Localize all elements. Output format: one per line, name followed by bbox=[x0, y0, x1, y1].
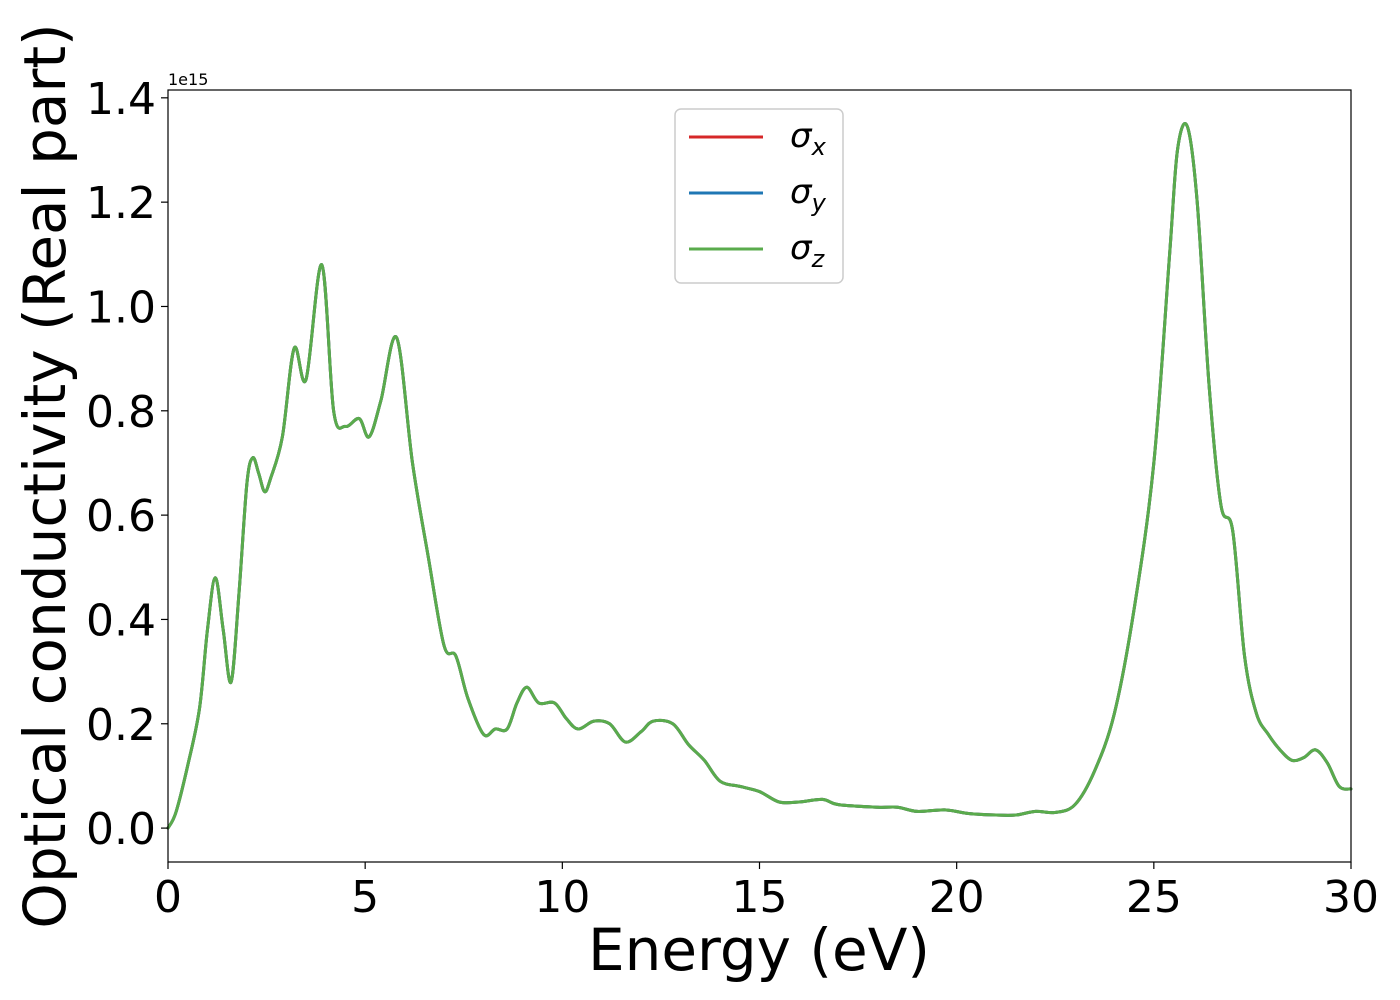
y-axis-ticks: 0.0 0.2 0.4 0.6 0.8 1.0 1.2 1.4 bbox=[86, 74, 168, 855]
y-tick-label: 0.2 bbox=[86, 700, 156, 751]
legend-label-x: σx bbox=[790, 116, 827, 161]
y-tick-label: 0.8 bbox=[86, 387, 156, 438]
y-tick-label: 1.0 bbox=[86, 282, 156, 333]
y-axis-title: Optical conductivity (Real part) bbox=[11, 23, 79, 928]
series-line-z bbox=[166, 122, 1353, 830]
y-tick-label: 1.2 bbox=[86, 178, 156, 229]
x-tick-label: 0 bbox=[154, 872, 182, 923]
y-tick-label: 0.6 bbox=[86, 491, 156, 542]
x-tick-label: 5 bbox=[351, 872, 379, 923]
legend-label-z: σz bbox=[790, 228, 826, 273]
y-tick-label: 0.0 bbox=[86, 804, 156, 855]
legend-frame bbox=[674, 108, 844, 284]
series-layer bbox=[166, 122, 1353, 830]
legend-label-y: σy bbox=[790, 172, 827, 217]
x-tick-label: 25 bbox=[1126, 872, 1182, 923]
legend: σx σy σz bbox=[674, 108, 844, 284]
x-tick-label: 10 bbox=[534, 872, 590, 923]
y-tick-label: 0.4 bbox=[86, 595, 156, 646]
x-tick-label: 30 bbox=[1323, 872, 1379, 923]
y-offset-text: 1e15 bbox=[168, 70, 208, 89]
x-tick-label: 20 bbox=[929, 872, 985, 923]
x-axis-title: Energy (eV) bbox=[588, 916, 930, 984]
legend-items: σx σy σz bbox=[689, 116, 827, 273]
x-axis-ticks: 0 5 10 15 20 25 30 bbox=[154, 862, 1379, 923]
x-tick-label: 15 bbox=[732, 872, 788, 923]
y-tick-label: 1.4 bbox=[86, 74, 156, 125]
